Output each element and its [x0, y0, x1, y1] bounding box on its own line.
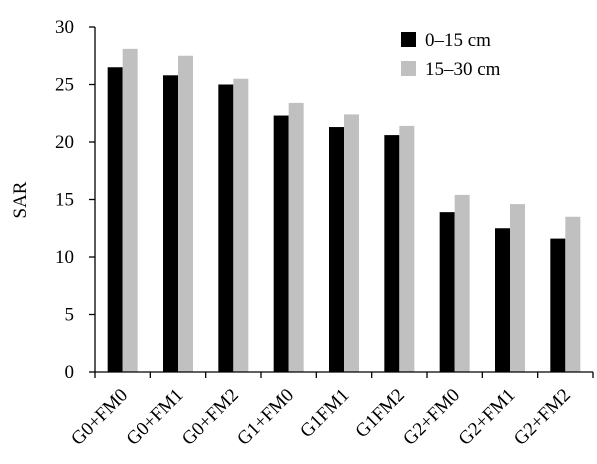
bars	[107, 48, 581, 373]
y-tick-label: 5	[65, 305, 75, 326]
bar-series2-6	[399, 125, 415, 373]
bar-series2-1	[122, 48, 138, 372]
y-axis-title: SAR	[10, 181, 31, 218]
x-category-label: G0+FM0	[67, 385, 132, 450]
x-category-label: G0+FM2	[178, 385, 243, 450]
bar-series2-8	[510, 204, 525, 372]
bar-series2-3	[233, 78, 249, 372]
bar-series2-2	[178, 55, 193, 372]
legend-label-2: 15–30 cm	[425, 59, 501, 80]
y-tick-label: 25	[55, 75, 74, 96]
bar-series1-5	[329, 127, 344, 372]
bar-series1-9	[550, 238, 566, 372]
x-category-label: G2+FM1	[455, 385, 520, 450]
bar-series1-6	[384, 135, 400, 372]
y-tick-label: 30	[55, 17, 74, 38]
legend: 0–15 cm 15–30 cm	[401, 30, 501, 80]
x-category-label: G0+FM1	[123, 385, 188, 450]
x-category-label: G1+FM0	[233, 385, 298, 450]
x-category-label: G2+FM0	[399, 385, 464, 450]
x-category-label: G1FM1	[296, 385, 353, 442]
bar-series1-3	[218, 84, 234, 372]
legend-swatch-1	[401, 32, 416, 47]
y-tick-label: 20	[55, 132, 74, 153]
bar-series1-1	[107, 67, 123, 372]
bar-series2-9	[565, 216, 581, 372]
y-tick-label: 10	[55, 247, 74, 268]
legend-label-1: 0–15 cm	[425, 30, 491, 51]
bar-series1-4	[273, 115, 289, 373]
bar-series1-8	[495, 228, 510, 372]
bar-series1-2	[163, 75, 178, 373]
legend-swatch-2	[401, 61, 416, 76]
bar-series2-7	[454, 194, 470, 372]
x-category-label: G2+FM2	[510, 385, 575, 450]
bar-series1-7	[439, 212, 455, 372]
bar-series2-5	[344, 114, 359, 373]
y-tick-label: 15	[55, 190, 74, 211]
y-tick-label: 0	[65, 362, 75, 383]
bar-series2-4	[288, 102, 304, 373]
